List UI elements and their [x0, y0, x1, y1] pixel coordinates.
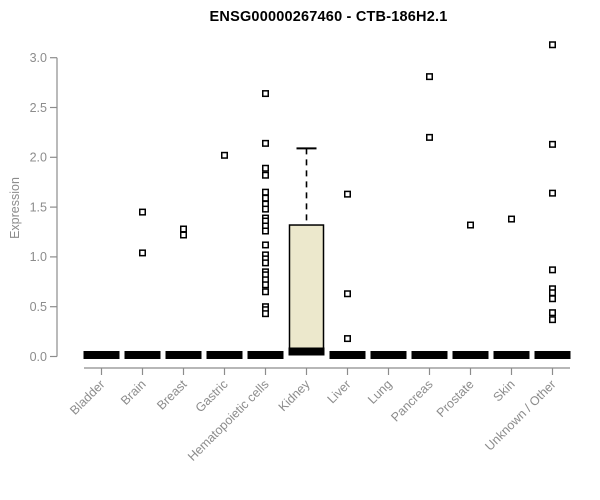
outlier-point — [426, 73, 433, 81]
x-tick-label: Kidney — [276, 377, 313, 414]
outlier-point — [467, 221, 474, 229]
outlier-point — [426, 133, 433, 141]
y-tick-label: 3.0 — [30, 51, 47, 65]
collapsed-box — [370, 351, 407, 359]
collapsed-box — [124, 351, 161, 359]
y-tick-label: 1.0 — [30, 250, 47, 264]
outlier-point — [262, 310, 269, 318]
median-bar — [288, 347, 325, 356]
outlier-point — [221, 151, 228, 159]
outlier-point — [344, 290, 351, 298]
x-tick-label: Brain — [118, 377, 149, 408]
outlier-point — [549, 266, 556, 274]
collapsed-box — [493, 351, 530, 359]
outlier-point — [262, 227, 269, 235]
collapsed-box — [83, 351, 120, 359]
collapsed-box — [534, 351, 571, 359]
outlier-point — [262, 259, 269, 267]
y-tick-label: 0.5 — [30, 300, 47, 314]
x-tick-label: Skin — [491, 377, 518, 404]
outlier-point — [139, 208, 146, 216]
x-tick-label: Hematopoietic cells — [185, 377, 272, 464]
outlier-point — [262, 205, 269, 213]
outlier-point — [549, 41, 556, 49]
outlier-point — [262, 194, 269, 202]
outlier-point — [549, 316, 556, 324]
collapsed-box — [165, 351, 202, 359]
outlier-point — [262, 139, 269, 147]
outlier-point — [262, 281, 269, 289]
outlier-point — [344, 335, 351, 343]
collapsed-box — [329, 351, 366, 359]
y-tick-label: 1.5 — [30, 200, 47, 214]
x-tick-label: Prostate — [434, 377, 477, 420]
outlier-point — [549, 309, 556, 317]
y-tick-label: 2.0 — [30, 151, 47, 165]
x-tick-label: Breast — [154, 377, 190, 413]
x-tick-label: Unknown / Other — [482, 377, 558, 453]
collapsed-box — [452, 351, 489, 359]
outlier-point — [180, 231, 187, 239]
y-tick-label: 0.0 — [30, 350, 47, 364]
outlier-point — [180, 225, 187, 233]
x-tick-label: Gastric — [193, 377, 231, 415]
outlier-point — [262, 241, 269, 249]
outlier-point — [262, 171, 269, 179]
outlier-point — [262, 288, 269, 296]
x-tick-label: Liver — [325, 377, 354, 406]
x-tick-label: Pancreas — [388, 377, 435, 424]
outlier-point — [549, 289, 556, 297]
outlier-point — [549, 140, 556, 148]
y-tick-label: 2.5 — [30, 101, 47, 115]
outlier-point — [262, 164, 269, 172]
box — [288, 224, 325, 350]
outlier-point — [139, 249, 146, 257]
outlier-point — [344, 190, 351, 198]
outlier-point — [508, 215, 515, 223]
outlier-point — [549, 295, 556, 303]
y-axis-label: Expression — [8, 177, 22, 239]
chart-title: ENSG00000267460 - CTB-186H2.1 — [209, 9, 448, 25]
outlier-point — [262, 90, 269, 98]
collapsed-box — [247, 351, 284, 359]
x-tick-label: Lung — [365, 377, 395, 407]
outlier-point — [262, 188, 269, 196]
collapsed-box — [411, 351, 448, 359]
collapsed-box — [206, 351, 243, 359]
outlier-point — [549, 189, 556, 197]
x-tick-label: Bladder — [67, 377, 107, 417]
